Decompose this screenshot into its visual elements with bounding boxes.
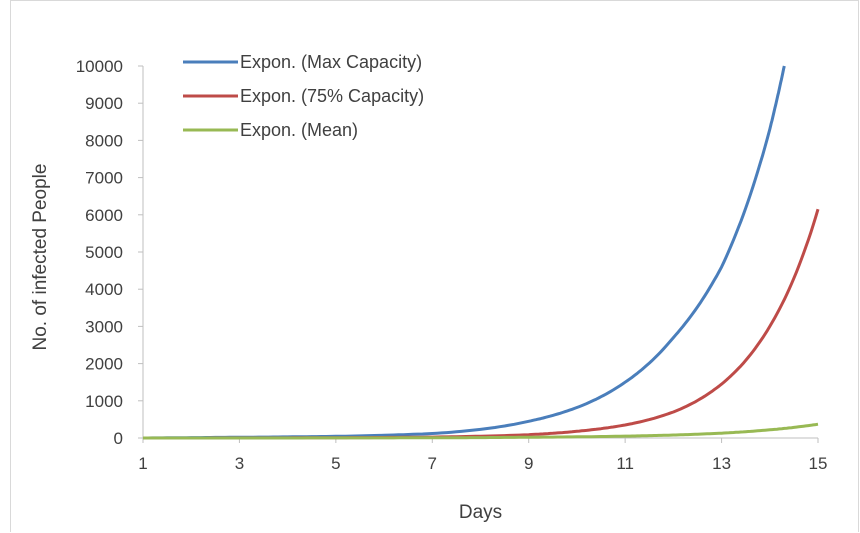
x-tick-label: 11 [616, 454, 634, 473]
x-axis-label: Days [459, 502, 502, 523]
legend-label: Expon. (Max Capacity) [240, 52, 422, 72]
y-tick-label: 5000 [85, 243, 123, 262]
y-tick-label: 2000 [85, 355, 123, 374]
y-tick-label: 6000 [85, 206, 123, 225]
x-tick-label: 1 [138, 454, 147, 473]
y-tick-label: 9000 [85, 94, 123, 113]
chart-area [10, 0, 859, 532]
y-tick-label: 3000 [85, 317, 123, 336]
y-tick-label: 4000 [85, 280, 123, 299]
x-axis-ticks: 1 3 5 7 9 11 13 15 [138, 438, 827, 473]
y-tick-label: 1000 [85, 392, 123, 411]
legend-label: Expon. (75% Capacity) [240, 86, 424, 106]
x-tick-label: 5 [331, 454, 340, 473]
x-tick-label: 3 [235, 454, 244, 473]
legend-label: Expon. (Mean) [240, 120, 358, 140]
x-tick-label: 7 [428, 454, 437, 473]
x-tick-label: 9 [524, 454, 533, 473]
series-line-2 [143, 208, 820, 440]
series-line-3 [143, 422, 819, 440]
y-tick-label: 0 [114, 429, 123, 448]
x-tick-label: 15 [809, 454, 828, 473]
y-tick-label: 10000 [76, 57, 123, 76]
y-tick-label: 7000 [85, 169, 123, 188]
series-lines [143, 65, 820, 440]
legend: Expon. (Max Capacity) Expon. (75% Capacit… [183, 52, 424, 140]
y-axis-label: No. of infected People [30, 164, 51, 351]
x-tick-label: 13 [712, 454, 731, 473]
y-axis-ticks: 0 1000 2000 3000 4000 5000 6000 7000 8000 9000 100… [76, 57, 143, 448]
y-tick-label: 8000 [85, 131, 123, 150]
